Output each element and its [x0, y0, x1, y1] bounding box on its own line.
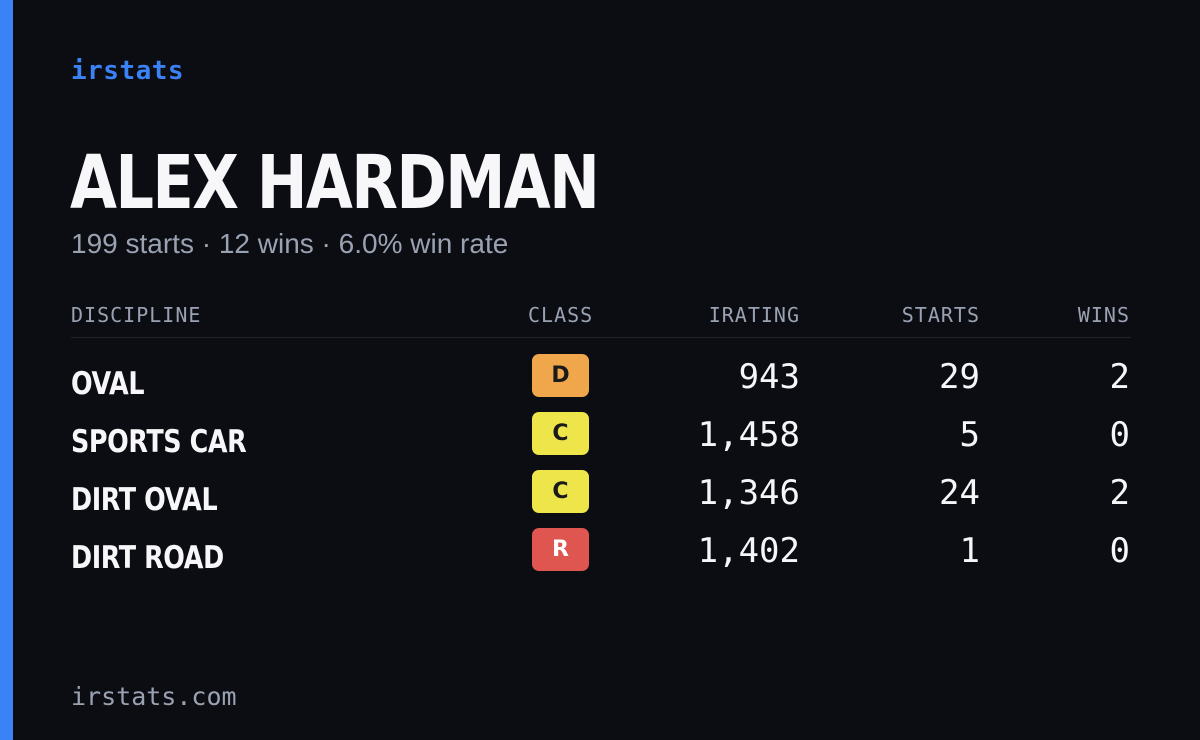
discipline-name: DIRT ROAD: [71, 540, 224, 576]
table-row: OVAL D 943 29 2: [71, 354, 1131, 412]
irating-value: 1,346: [697, 473, 800, 513]
table-row: SPORTS CAR C 1,458 5 0: [71, 412, 1131, 470]
table-row: DIRT ROAD R 1,402 1 0: [71, 528, 1131, 586]
wins-value: 2: [1109, 357, 1130, 397]
license-class-badge: D: [532, 354, 589, 397]
stats-table: DISCIPLINE CLASS IRATING STARTS WINS OVA…: [71, 300, 1131, 586]
driver-name: ALEX HARDMAN: [70, 140, 600, 226]
license-class-badge: C: [532, 412, 589, 455]
starts-value: 1: [959, 531, 980, 571]
irating-value: 1,458: [697, 415, 800, 455]
header-discipline: DISCIPLINE: [71, 303, 202, 327]
license-class-badge: C: [532, 470, 589, 513]
header-wins: WINS: [1077, 303, 1130, 327]
driver-summary: 199 starts · 12 wins · 6.0% win rate: [71, 228, 509, 259]
wins-value: 2: [1109, 473, 1130, 513]
discipline-name: OVAL: [71, 366, 145, 402]
table-header: DISCIPLINE CLASS IRATING STARTS WINS: [71, 300, 1131, 338]
starts-value: 24: [939, 473, 980, 513]
irating-value: 943: [738, 357, 800, 397]
header-class: CLASS: [528, 303, 594, 327]
license-class-badge: R: [532, 528, 589, 571]
accent-bar: [0, 0, 13, 740]
discipline-name: SPORTS CAR: [71, 424, 247, 460]
header-irating: IRATING: [708, 303, 800, 327]
starts-value: 29: [939, 357, 980, 397]
wins-value: 0: [1109, 531, 1130, 571]
header-starts: STARTS: [901, 303, 980, 327]
brand-logo: irstats: [71, 56, 185, 86]
irating-value: 1,402: [697, 531, 800, 571]
wins-value: 0: [1109, 415, 1130, 455]
table-body: OVAL D 943 29 2 SPORTS CAR C 1,458 5 0 D…: [71, 338, 1131, 586]
table-row: DIRT OVAL C 1,346 24 2: [71, 470, 1131, 528]
footer-url: irstats.com: [71, 682, 237, 711]
starts-value: 5: [959, 415, 980, 455]
discipline-name: DIRT OVAL: [71, 482, 218, 518]
